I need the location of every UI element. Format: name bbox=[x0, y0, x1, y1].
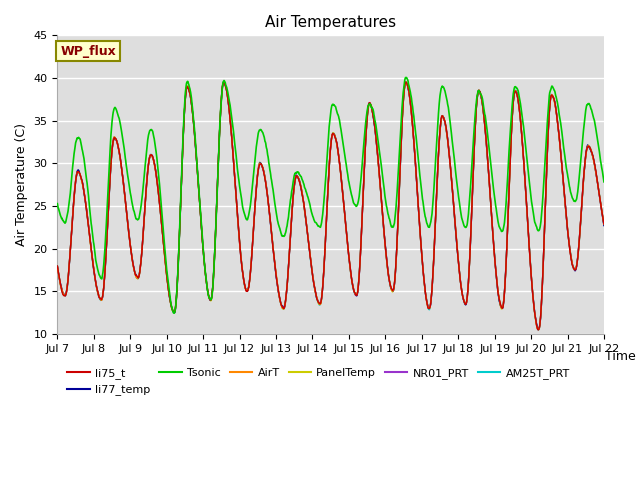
Line: li77_temp: li77_temp bbox=[58, 82, 604, 329]
Tsonic bbox=[415, 165, 423, 171]
li77_temp bbox=[600, 223, 608, 228]
Line: AirT: AirT bbox=[58, 82, 604, 329]
AirT bbox=[505, 197, 513, 203]
li75_t bbox=[54, 263, 61, 269]
Tsonic bbox=[505, 148, 513, 154]
NR01_PRT bbox=[282, 300, 289, 306]
li77_temp bbox=[505, 197, 513, 203]
Line: NR01_PRT: NR01_PRT bbox=[58, 82, 604, 329]
li75_t bbox=[600, 221, 608, 227]
Line: li75_t: li75_t bbox=[58, 82, 604, 330]
PanelTemp bbox=[552, 108, 560, 113]
AM25T_PRT bbox=[220, 79, 228, 84]
li77_temp bbox=[282, 299, 289, 305]
PanelTemp bbox=[403, 79, 410, 85]
AirT bbox=[535, 326, 543, 332]
NR01_PRT bbox=[268, 233, 276, 239]
li77_temp bbox=[415, 211, 422, 216]
PanelTemp bbox=[54, 263, 61, 269]
Y-axis label: Air Temperature (C): Air Temperature (C) bbox=[15, 123, 28, 246]
li75_t bbox=[282, 301, 289, 307]
Text: WP_flux: WP_flux bbox=[60, 45, 116, 58]
AirT bbox=[54, 264, 61, 270]
AM25T_PRT bbox=[534, 327, 542, 333]
AirT bbox=[415, 210, 422, 216]
NR01_PRT bbox=[415, 210, 422, 216]
PanelTemp bbox=[282, 300, 289, 306]
li75_t bbox=[415, 209, 422, 215]
Tsonic bbox=[170, 310, 178, 316]
AM25T_PRT bbox=[505, 198, 513, 204]
AM25T_PRT bbox=[415, 209, 422, 215]
Tsonic bbox=[282, 230, 289, 236]
Tsonic bbox=[600, 179, 608, 185]
AirT bbox=[600, 221, 608, 227]
li77_temp bbox=[174, 263, 182, 269]
li77_temp bbox=[552, 108, 560, 114]
Tsonic bbox=[402, 74, 410, 80]
AirT bbox=[552, 109, 560, 115]
AM25T_PRT bbox=[174, 264, 182, 270]
AirT bbox=[220, 79, 227, 85]
Line: PanelTemp: PanelTemp bbox=[58, 82, 604, 330]
AM25T_PRT bbox=[552, 107, 560, 113]
Legend: li75_t, li77_temp, Tsonic, AirT, PanelTemp, NR01_PRT, AM25T_PRT: li75_t, li77_temp, Tsonic, AirT, PanelTe… bbox=[63, 364, 575, 400]
PanelTemp bbox=[268, 232, 276, 238]
Line: Tsonic: Tsonic bbox=[58, 77, 604, 313]
NR01_PRT bbox=[535, 326, 543, 332]
AM25T_PRT bbox=[282, 298, 289, 304]
AM25T_PRT bbox=[54, 264, 61, 269]
li75_t bbox=[505, 197, 513, 203]
Tsonic bbox=[54, 201, 61, 206]
X-axis label: Time: Time bbox=[605, 350, 636, 363]
li75_t bbox=[552, 108, 560, 114]
NR01_PRT bbox=[505, 196, 513, 202]
Tsonic bbox=[552, 94, 560, 100]
li75_t bbox=[174, 264, 182, 270]
li75_t bbox=[534, 327, 542, 333]
AirT bbox=[174, 264, 182, 270]
NR01_PRT bbox=[600, 222, 608, 228]
Title: Air Temperatures: Air Temperatures bbox=[265, 15, 396, 30]
NR01_PRT bbox=[402, 79, 410, 85]
PanelTemp bbox=[174, 265, 182, 271]
PanelTemp bbox=[505, 196, 513, 202]
li75_t bbox=[402, 79, 410, 84]
PanelTemp bbox=[600, 222, 608, 228]
NR01_PRT bbox=[54, 264, 61, 269]
PanelTemp bbox=[415, 210, 422, 216]
Tsonic bbox=[175, 255, 182, 261]
NR01_PRT bbox=[552, 108, 560, 113]
PanelTemp bbox=[535, 327, 543, 333]
NR01_PRT bbox=[174, 265, 182, 271]
Tsonic bbox=[268, 183, 276, 189]
AirT bbox=[268, 237, 276, 243]
Line: AM25T_PRT: AM25T_PRT bbox=[58, 82, 604, 330]
li77_temp bbox=[268, 236, 276, 242]
li77_temp bbox=[220, 79, 227, 85]
li77_temp bbox=[54, 264, 61, 269]
AM25T_PRT bbox=[600, 222, 608, 228]
li77_temp bbox=[534, 326, 542, 332]
AM25T_PRT bbox=[268, 236, 276, 242]
li75_t bbox=[268, 234, 276, 240]
AirT bbox=[282, 300, 289, 305]
